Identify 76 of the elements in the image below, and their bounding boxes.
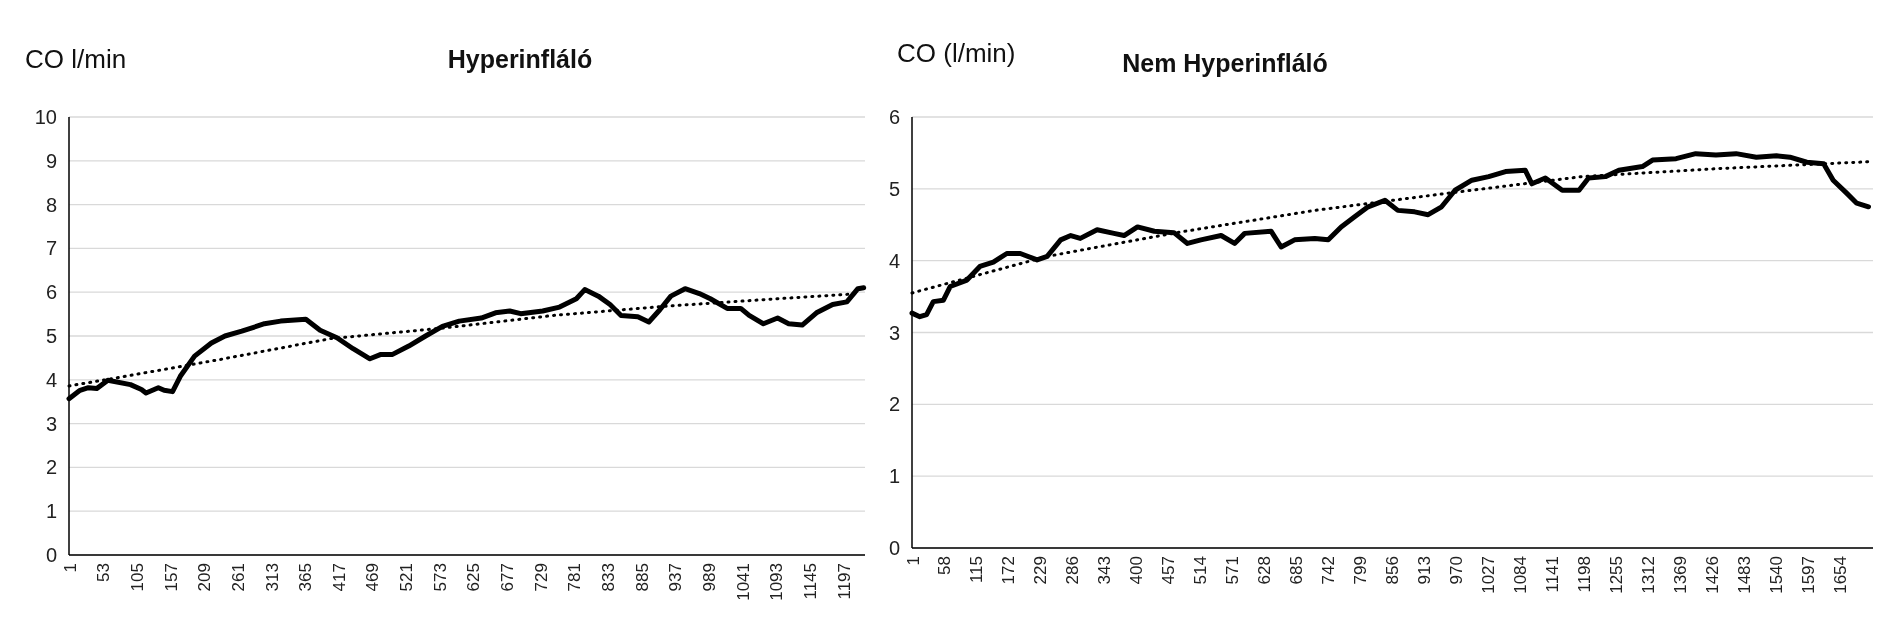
x-tick-label: 1255 <box>1607 556 1627 594</box>
y-tick-label: 2 <box>45 456 57 479</box>
x-tick-label: 970 <box>1447 556 1467 585</box>
x-tick-label: 209 <box>195 563 215 592</box>
y-tick-label: 6 <box>45 281 57 304</box>
x-tick-label: 1426 <box>1702 556 1722 594</box>
y-axis-title: CO l/min <box>25 44 127 74</box>
y-axis-title: CO (l/min) <box>897 38 1016 68</box>
x-tick-label: 1369 <box>1670 556 1690 594</box>
x-tick-label: 229 <box>1031 556 1051 585</box>
x-tick-label: 53 <box>94 563 114 582</box>
chart-title: Nem Hyperinfláló <box>1122 49 1328 77</box>
y-tick-label: 5 <box>888 177 900 200</box>
x-tick-label: 1 <box>903 556 923 566</box>
x-tick-label: 989 <box>699 563 719 592</box>
x-tick-label: 885 <box>632 563 652 592</box>
y-tick-label: 2 <box>888 393 900 416</box>
x-tick-label: 343 <box>1095 556 1115 585</box>
x-tick-label: 1141 <box>1543 556 1563 593</box>
x-tick-label: 781 <box>565 563 585 592</box>
x-tick-label: 400 <box>1127 556 1147 585</box>
x-tick-label: 286 <box>1063 556 1083 585</box>
x-tick-label: 742 <box>1319 556 1339 585</box>
x-tick-label: 833 <box>599 563 619 592</box>
x-tick-label: 115 <box>967 556 987 584</box>
x-tick-label: 913 <box>1415 556 1435 585</box>
y-tick-label: 0 <box>45 544 57 566</box>
x-tick-label: 1041 <box>733 563 753 601</box>
y-tick-label: 9 <box>45 149 57 172</box>
x-tick-label: 937 <box>666 563 686 592</box>
y-tick-label: 3 <box>888 321 900 344</box>
x-tick-label: 1483 <box>1734 556 1754 594</box>
y-tick-label: 3 <box>45 412 57 435</box>
x-tick-label: 1084 <box>1511 556 1531 594</box>
y-tick-label: 0 <box>888 537 900 559</box>
x-tick-label: 1145 <box>800 563 820 600</box>
y-tick-label: 1 <box>888 465 900 488</box>
x-tick-label: 313 <box>262 563 282 592</box>
x-tick-label: 799 <box>1351 556 1371 585</box>
y-tick-label: 5 <box>45 325 57 347</box>
chart-title: Hyperinfláló <box>447 45 593 73</box>
y-tick-label: 1 <box>45 500 57 523</box>
x-tick-label: 1027 <box>1479 556 1499 594</box>
x-tick-label: 1654 <box>1830 556 1850 594</box>
y-tick-label: 4 <box>888 249 900 272</box>
x-tick-label: 685 <box>1287 556 1307 585</box>
x-tick-label: 625 <box>464 563 484 592</box>
x-tick-label: 469 <box>363 563 383 592</box>
x-tick-label: 521 <box>397 563 417 592</box>
x-tick-label: 573 <box>430 563 450 592</box>
x-tick-label: 365 <box>296 563 316 592</box>
x-tick-label: 1198 <box>1575 556 1595 593</box>
x-tick-label: 1540 <box>1766 556 1786 594</box>
x-tick-label: 1197 <box>834 563 854 600</box>
x-tick-label: 105 <box>127 563 147 592</box>
y-tick-label: 6 <box>888 106 900 128</box>
x-tick-label: 1093 <box>767 563 787 601</box>
y-tick-label: 7 <box>45 237 57 260</box>
x-tick-label: 457 <box>1159 556 1179 585</box>
y-tick-label: 4 <box>45 368 57 391</box>
x-tick-label: 1597 <box>1798 556 1818 594</box>
x-tick-label: 677 <box>498 563 518 592</box>
x-tick-label: 261 <box>228 563 248 592</box>
x-tick-label: 856 <box>1383 556 1403 585</box>
x-tick-label: 157 <box>161 563 181 592</box>
x-tick-label: 172 <box>999 556 1019 585</box>
y-tick-label: 10 <box>34 106 57 128</box>
x-tick-label: 514 <box>1191 556 1211 585</box>
x-tick-label: 1312 <box>1638 556 1658 594</box>
y-tick-label: 8 <box>45 193 57 216</box>
x-tick-label: 729 <box>531 563 551 592</box>
x-tick-label: 1 <box>60 563 80 573</box>
x-tick-label: 58 <box>935 556 955 575</box>
x-tick-label: 571 <box>1223 556 1243 585</box>
x-tick-label: 628 <box>1255 556 1275 585</box>
x-tick-label: 417 <box>329 563 349 592</box>
